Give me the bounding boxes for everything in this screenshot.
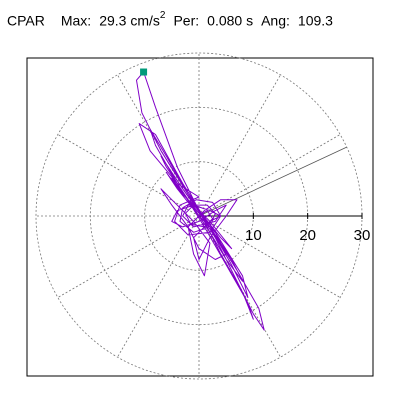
- grid-spoke-150: [57, 134, 200, 217]
- r-tick-label-20: 20: [299, 227, 316, 244]
- station-code: CPAR: [7, 12, 45, 29]
- period-label: Per:: [173, 12, 200, 29]
- peak-marker-layer: [140, 68, 148, 76]
- max-value: 29.3 cm/s: [99, 12, 160, 29]
- plot-frame: [26, 57, 374, 377]
- angle-value: 109.3: [297, 12, 333, 29]
- motion-trace: [136, 71, 265, 331]
- max-label: Max:: [60, 12, 92, 29]
- peak-marker: [140, 68, 148, 76]
- r-tick-label-30: 30: [354, 227, 371, 244]
- grid-spoke-60: [198, 74, 281, 217]
- r-tick-label-10: 10: [245, 227, 262, 244]
- angle-label: Ang:: [261, 12, 290, 29]
- direction-line: [198, 146, 347, 217]
- trace-line: [136, 71, 265, 331]
- chart-header: CPAR Max: 29.3 cm/s2 Per: 0.080 s Ang: 109.3: [7, 10, 333, 29]
- period-value: 0.080 s: [207, 12, 254, 29]
- grid-spoke-330: [198, 215, 341, 298]
- max-unit-exponent: 2: [159, 10, 166, 21]
- grid-spoke-30: [198, 134, 341, 217]
- grid-spoke-240: [117, 215, 200, 358]
- radial-axis: 10 20 30: [198, 146, 371, 244]
- grid-spoke-210: [57, 215, 200, 298]
